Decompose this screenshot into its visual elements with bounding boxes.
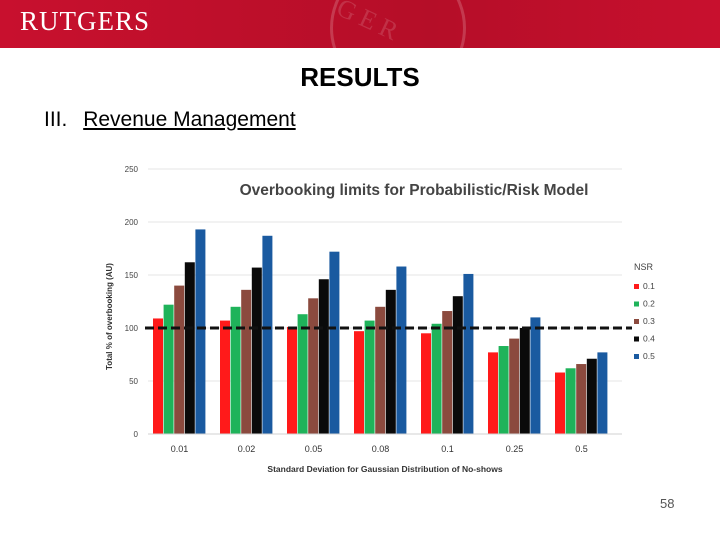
- bar-nsr-0.5-sd-0.05: [329, 251, 340, 434]
- bar-nsr-0.4-sd-0.1: [452, 296, 463, 434]
- legend-swatch-0.1: [634, 284, 639, 289]
- bar-nsr-0.4-sd-0.02: [251, 267, 262, 434]
- bar-nsr-0.4-sd-0.01: [184, 262, 195, 434]
- x-tick-label: 0.01: [171, 444, 189, 454]
- y-tick-label: 150: [125, 271, 139, 280]
- bar-nsr-0.5-sd-0.01: [195, 229, 206, 434]
- y-tick-label: 50: [129, 377, 138, 386]
- y-axis-label: Total % of overbooking (AU): [105, 263, 114, 370]
- bar-nsr-0.2-sd-0.08: [364, 320, 375, 434]
- legend-label: 0.5: [643, 351, 655, 361]
- x-tick-label: 0.05: [305, 444, 323, 454]
- page-number: 58: [660, 496, 675, 511]
- bar-nsr-0.1-sd-0.05: [287, 326, 297, 434]
- bar-nsr-0.3-sd-0.02: [241, 289, 252, 434]
- bar-nsr-0.3-sd-0.5: [576, 364, 587, 434]
- bar-nsr-0.1-sd-0.01: [153, 318, 163, 434]
- bar-nsr-0.1-sd-0.25: [488, 352, 498, 434]
- bar-nsr-0.1-sd-0.08: [354, 331, 364, 434]
- bar-nsr-0.2-sd-0.25: [498, 346, 509, 434]
- x-tick-label: 0.02: [238, 444, 256, 454]
- y-tick-label: 250: [125, 165, 139, 174]
- section-number: III.: [44, 108, 68, 131]
- y-tick-label: 0: [134, 430, 139, 439]
- bar-nsr-0.2-sd-0.01: [163, 304, 174, 434]
- legend-swatch-0.5: [634, 354, 639, 359]
- legend-label: 0.4: [643, 334, 655, 344]
- bar-nsr-0.5-sd-0.25: [530, 317, 541, 434]
- legend-label: 0.1: [643, 281, 655, 291]
- x-tick-label: 0.08: [372, 444, 390, 454]
- legend-swatch-0.3: [634, 319, 639, 324]
- bar-nsr-0.3-sd-0.01: [174, 285, 185, 434]
- x-axis-label: Standard Deviation for Gaussian Distribu…: [267, 464, 502, 474]
- bar-nsr-0.2-sd-0.05: [297, 314, 308, 434]
- y-tick-label: 200: [125, 218, 139, 227]
- bar-nsr-0.4-sd-0.08: [385, 289, 396, 434]
- section-heading: III. Revenue Management: [44, 108, 296, 132]
- bar-nsr-0.1-sd-0.5: [555, 372, 565, 434]
- bar-nsr-0.2-sd-0.1: [431, 323, 442, 434]
- slide-title: RESULTS: [300, 62, 420, 92]
- bar-nsr-0.3-sd-0.08: [375, 306, 386, 434]
- x-tick-label: 0.5: [575, 444, 588, 454]
- bar-nsr-0.5-sd-0.1: [463, 273, 474, 434]
- legend-label: 0.3: [643, 316, 655, 326]
- bar-nsr-0.5-sd-0.5: [597, 352, 608, 434]
- legend-label: 0.2: [643, 299, 655, 309]
- bar-nsr-0.2-sd-0.02: [230, 306, 241, 434]
- bar-nsr-0.5-sd-0.02: [262, 235, 273, 434]
- legend-title: NSR: [634, 262, 654, 272]
- section-label: Revenue Management: [83, 108, 296, 131]
- legend-swatch-0.2: [634, 301, 639, 307]
- x-tick-label: 0.25: [506, 444, 524, 454]
- bar-nsr-0.5-sd-0.08: [396, 266, 407, 434]
- rutgers-logo: RUTGERS: [20, 6, 151, 36]
- x-tick-label: 0.1: [441, 444, 454, 454]
- bar-nsr-0.1-sd-0.02: [220, 320, 230, 434]
- bar-nsr-0.2-sd-0.5: [565, 368, 576, 434]
- header-banner: GER RUTGERS: [0, 0, 720, 48]
- bar-nsr-0.3-sd-0.05: [308, 298, 319, 434]
- bar-nsr-0.1-sd-0.1: [421, 333, 431, 434]
- y-tick-label: 100: [125, 324, 139, 333]
- bar-nsr-0.3-sd-0.25: [509, 338, 520, 434]
- chart-title: Overbooking limits for Probabilistic/Ris…: [240, 182, 589, 199]
- bar-nsr-0.3-sd-0.1: [442, 311, 453, 434]
- bar-nsr-0.4-sd-0.05: [318, 279, 329, 434]
- legend-swatch-0.4: [634, 336, 639, 342]
- university-seal-watermark: [330, 0, 466, 48]
- bar-nsr-0.4-sd-0.5: [586, 358, 597, 434]
- bar-nsr-0.4-sd-0.25: [519, 328, 530, 434]
